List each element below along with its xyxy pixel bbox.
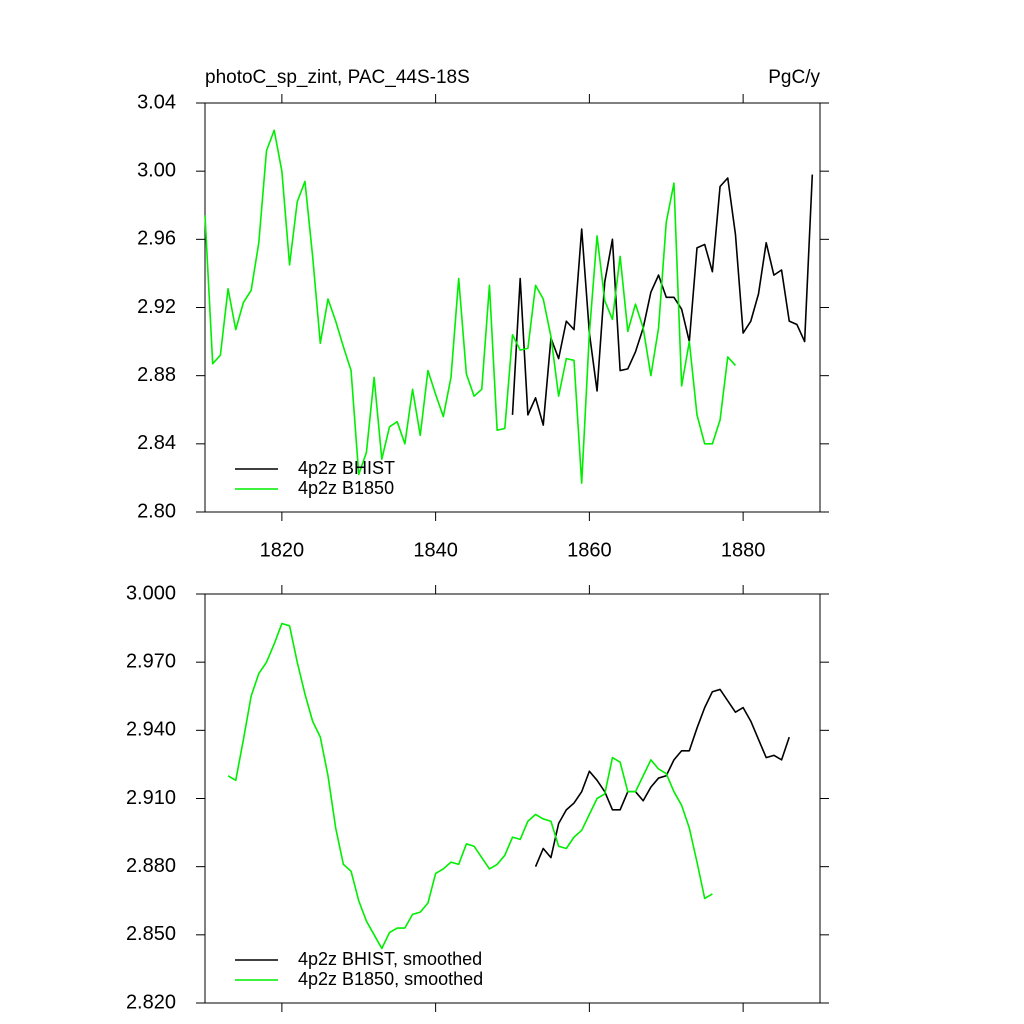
series-line [534, 688, 791, 867]
x-tick-label: 1880 [721, 539, 766, 561]
y-tick-label: 2.96 [137, 228, 176, 250]
y-tick-label: 3.000 [126, 582, 176, 604]
units-label: PgC/y [768, 67, 820, 88]
y-tick-label: 2.88 [137, 364, 176, 386]
x-tick-label: 1820 [260, 539, 305, 561]
y-tick-label: 3.04 [137, 91, 176, 113]
y-tick-label: 2.970 [126, 650, 176, 672]
y-tick-label: 2.910 [126, 787, 176, 809]
y-tick-label: 2.80 [137, 500, 176, 522]
y-tick-label: 2.850 [126, 923, 176, 945]
legend-label: 4p2z B1850, smoothed [298, 969, 483, 989]
chart-title: photoC_sp_zint, PAC_44S-18S [205, 67, 470, 88]
legend-label: 4p2z B1850 [298, 478, 394, 498]
series-line [204, 129, 737, 484]
y-tick-label: 2.84 [137, 432, 176, 454]
series-line [511, 174, 814, 426]
series-line [227, 622, 713, 950]
y-tick-label: 2.880 [126, 855, 176, 877]
y-tick-label: 3.00 [137, 159, 176, 181]
legend-label: 4p2z BHIST [298, 458, 395, 478]
y-tick-label: 2.820 [126, 991, 176, 1013]
y-tick-label: 2.92 [137, 296, 176, 318]
y-tick-label: 2.940 [126, 719, 176, 741]
plot-frame [204, 102, 821, 513]
plot-frame [204, 593, 821, 1004]
x-tick-label: 1860 [567, 539, 612, 561]
legend-label: 4p2z BHIST, smoothed [298, 949, 482, 969]
x-tick-label: 1840 [413, 539, 458, 561]
